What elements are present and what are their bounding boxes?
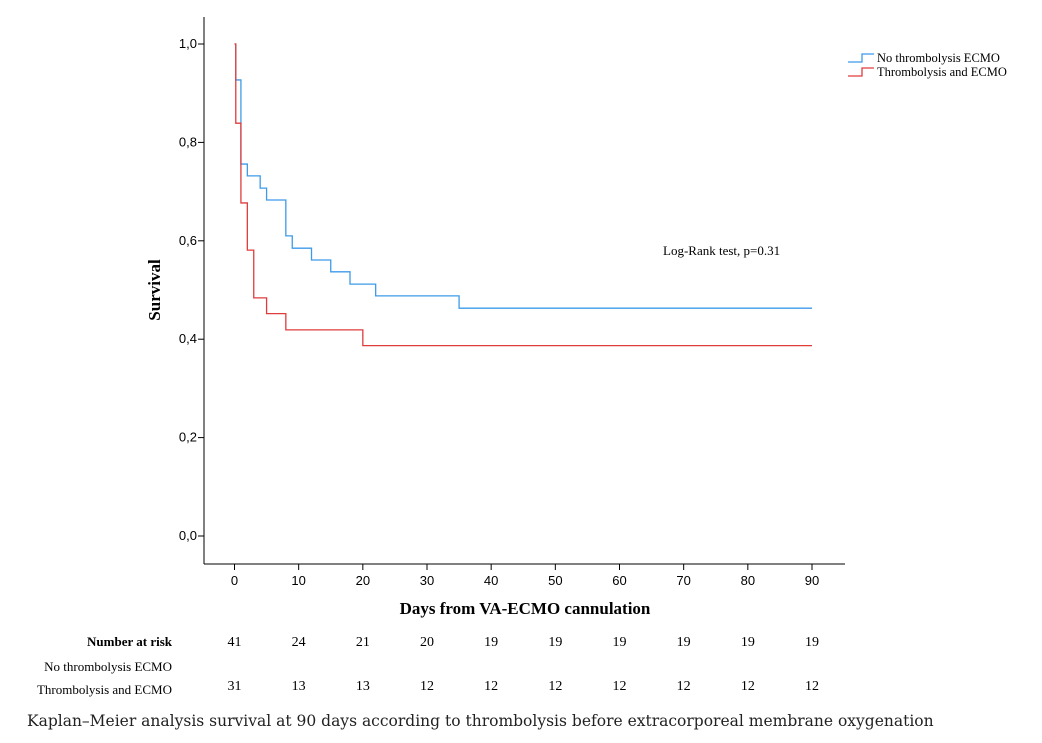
risk-count: 19 xyxy=(805,635,819,650)
legend-swatch xyxy=(848,67,874,77)
x-axis-title: Days from VA-ECMO cannulation xyxy=(400,599,651,618)
risk-count: 12 xyxy=(677,679,691,694)
risk-count: 12 xyxy=(484,679,498,694)
x-tick-label: 50 xyxy=(548,573,562,588)
series-line-no-thrombolysis xyxy=(234,43,812,309)
axes: 0,0 0,2 0,4 0,6 0,8 1,0 0 10 20 30 40 50 60 70 80 90 xyxy=(179,17,845,588)
x-tick-label: 80 xyxy=(741,573,755,588)
risk-table-title: Number at risk xyxy=(87,634,173,649)
risk-count: 19 xyxy=(613,635,627,650)
risk-count: 41 xyxy=(228,635,242,650)
series-line-thrombolysis xyxy=(234,43,812,347)
y-tick-label: 0,0 xyxy=(179,528,197,543)
risk-row-label: Thrombolysis and ECMO xyxy=(37,682,172,697)
survival-curves xyxy=(234,43,812,347)
y-tick-label: 0,8 xyxy=(179,134,197,149)
risk-count: 20 xyxy=(420,635,434,650)
risk-count: 31 xyxy=(228,679,242,694)
risk-count: 12 xyxy=(613,679,627,694)
y-tick-label: 0,4 xyxy=(179,331,197,346)
risk-table: Number at risk No thrombolysis ECMO 41 24 21… xyxy=(37,634,819,697)
figure-caption: Kaplan–Meier analysis survival at 90 day… xyxy=(27,712,934,730)
risk-count: 19 xyxy=(741,635,755,650)
y-axis-title: Survival xyxy=(145,259,164,321)
y-tick-label: 0,6 xyxy=(179,233,197,248)
risk-count: 12 xyxy=(741,679,755,694)
x-tick-label: 10 xyxy=(291,573,305,588)
risk-count: 19 xyxy=(677,635,691,650)
risk-count: 19 xyxy=(484,635,498,650)
x-tick-label: 60 xyxy=(612,573,626,588)
kaplan-meier-chart: 0,0 0,2 0,4 0,6 0,8 1,0 0 10 20 30 40 50 60 70 80 90 Lo… xyxy=(37,17,1007,697)
y-tick-label: 0,2 xyxy=(179,430,197,445)
risk-count: 24 xyxy=(292,635,306,650)
x-tick-label: 40 xyxy=(484,573,498,588)
log-rank-annotation: Log-Rank test, p=0.31 xyxy=(663,243,780,258)
x-tick-label: 0 xyxy=(231,573,238,588)
risk-count: 12 xyxy=(420,679,434,694)
y-tick-label: 1,0 xyxy=(179,36,197,51)
legend-label: No thrombolysis ECMO xyxy=(877,51,1000,65)
x-tick-label: 70 xyxy=(676,573,690,588)
x-tick-label: 90 xyxy=(805,573,819,588)
risk-count: 19 xyxy=(548,635,562,650)
risk-count: 13 xyxy=(356,679,370,694)
x-tick-label: 20 xyxy=(356,573,370,588)
risk-row-label: No thrombolysis ECMO xyxy=(44,659,172,674)
risk-count: 21 xyxy=(356,635,370,650)
risk-count: 12 xyxy=(805,679,819,694)
risk-count: 13 xyxy=(292,679,306,694)
legend-label: Thrombolysis and ECMO xyxy=(877,65,1007,79)
risk-count: 12 xyxy=(548,679,562,694)
x-tick-label: 30 xyxy=(420,573,434,588)
legend-swatch xyxy=(848,53,874,63)
